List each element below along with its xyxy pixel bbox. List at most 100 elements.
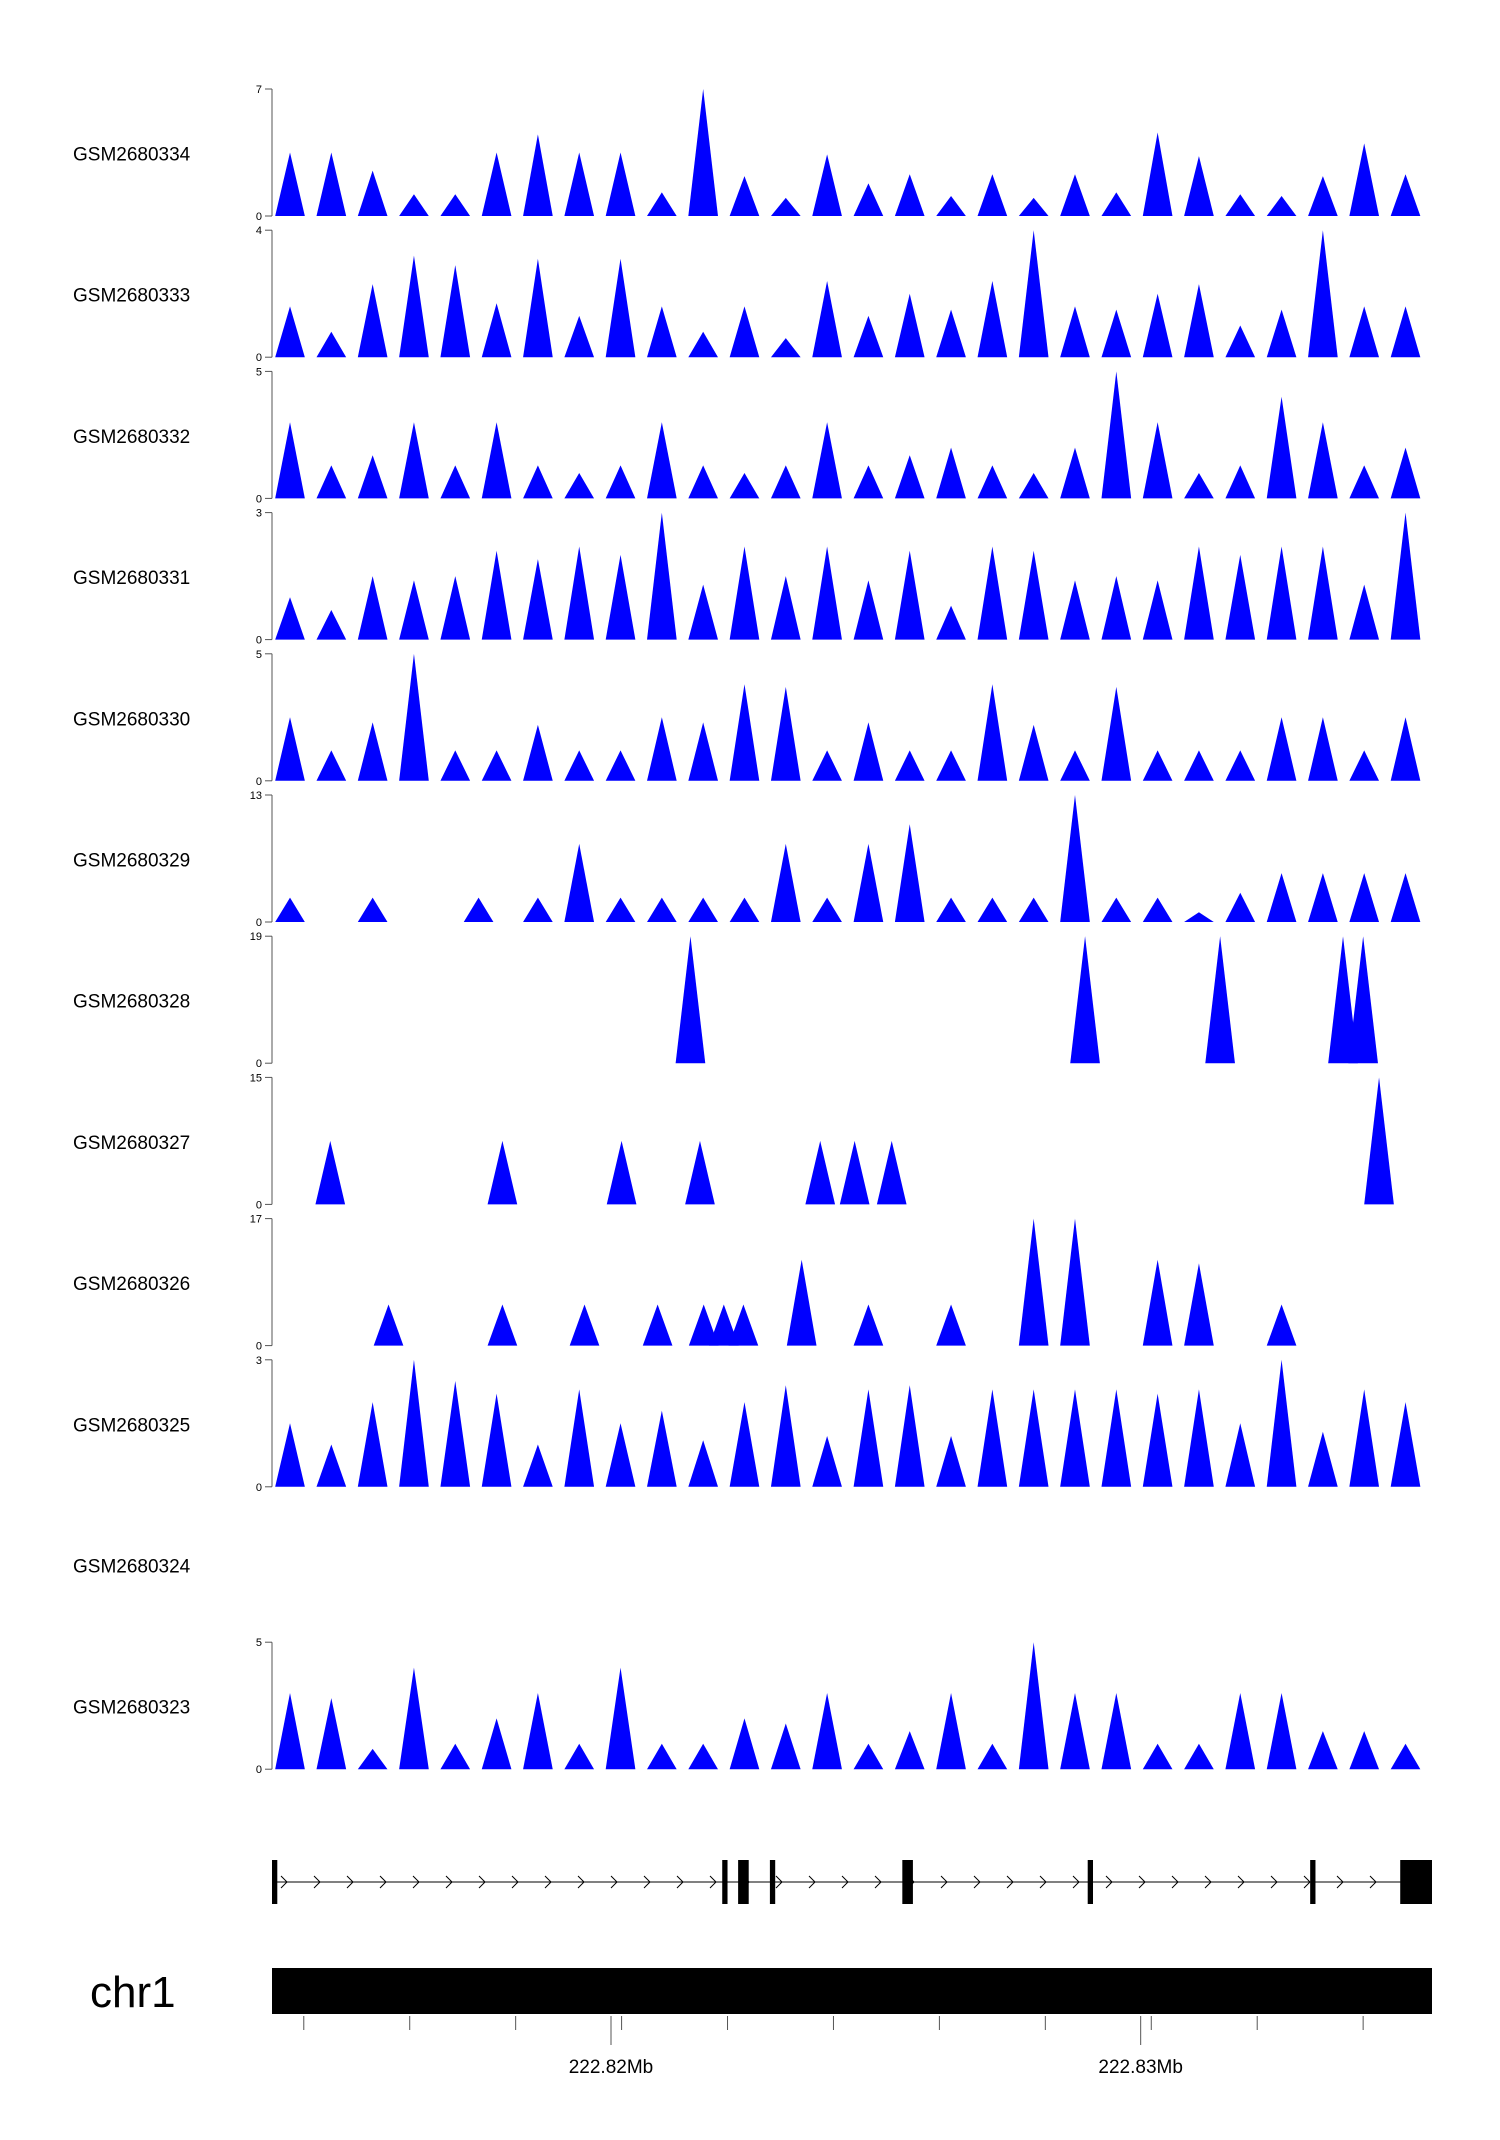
y-tick-label: 0 <box>256 1058 262 1070</box>
coverage-peak <box>1018 724 1049 781</box>
coverage-peak <box>569 1304 600 1346</box>
coverage-peak <box>770 1723 801 1770</box>
coverage-peak <box>316 1444 347 1487</box>
track-label: GSM2680333 <box>73 286 190 307</box>
coverage-peak <box>357 284 388 358</box>
coverage-peak <box>1142 1259 1173 1346</box>
strand-arrow <box>1270 1875 1278 1889</box>
coverage-peak <box>1184 473 1214 499</box>
exon <box>1310 1860 1316 1904</box>
chromosome-bar <box>272 1968 1432 2014</box>
coverage-peak <box>1225 325 1256 358</box>
coverage-peak <box>729 1402 760 1487</box>
coverage-peak <box>1060 306 1090 358</box>
coverage-peak <box>1184 912 1214 922</box>
coverage-peak <box>729 684 760 781</box>
strand-arrow <box>1006 1875 1014 1889</box>
track-GSM2680326: GSM2680326 17 0 <box>73 1214 1297 1353</box>
coverage-peak <box>647 306 677 358</box>
coverage-peak <box>1142 580 1173 640</box>
coverage-peak <box>605 750 636 781</box>
coverage-peak <box>1225 554 1256 640</box>
strand-arrow <box>445 1875 453 1889</box>
y-tick-label: 0 <box>256 493 262 505</box>
strand-arrow <box>973 1875 981 1889</box>
coverage-peak <box>399 580 429 640</box>
track-GSM2680332: GSM2680332 5 0 <box>73 366 1421 505</box>
coverage-peak <box>647 717 677 781</box>
y-tick-label: 5 <box>256 1637 262 1649</box>
y-tick-label: 3 <box>256 508 262 520</box>
coverage-peak <box>1225 1423 1256 1487</box>
coverage-peak <box>853 1389 884 1487</box>
y-tick-label: 13 <box>250 790 262 802</box>
coverage-peak <box>1018 197 1049 216</box>
coverage-peak <box>1390 1743 1421 1770</box>
y-tick-label: 4 <box>256 225 262 237</box>
coverage-peak <box>1101 309 1132 358</box>
track-GSM2680328: GSM2680328 19 0 <box>73 931 1378 1070</box>
coverage-peak <box>523 258 553 358</box>
coverage-peak <box>315 1140 346 1205</box>
strand-arrow <box>1369 1875 1377 1889</box>
coverage-peak <box>853 1304 884 1346</box>
coverage-peak <box>605 1423 636 1487</box>
track-label: GSM2680328 <box>73 992 190 1013</box>
coverage-peak <box>275 1693 305 1770</box>
coverage-peak <box>1184 1389 1214 1487</box>
coverage-peak <box>839 1140 870 1205</box>
coverage-peak <box>729 546 760 640</box>
coverage-peak <box>728 1304 759 1346</box>
strand-arrow <box>478 1875 486 1889</box>
coverage-peak <box>688 465 718 499</box>
coverage-peak <box>1070 936 1100 1064</box>
strand-arrow <box>643 1875 651 1889</box>
coverage-peak <box>357 897 388 922</box>
strand-arrow <box>841 1875 849 1889</box>
exon <box>902 1860 913 1904</box>
coverage-peak <box>1308 873 1338 922</box>
coverage-peak <box>936 605 966 640</box>
coverage-peak <box>564 315 595 358</box>
coverage-peak <box>1018 897 1049 922</box>
coverage-peak <box>729 1718 760 1770</box>
coverage-peak <box>1101 192 1132 216</box>
coverage-peak <box>316 609 347 640</box>
coverage-peak <box>647 192 677 216</box>
coverage-peak <box>1390 873 1421 922</box>
coverage-peak <box>1390 447 1421 499</box>
coverage-peak <box>977 1389 1008 1487</box>
coverage-peak <box>275 717 305 781</box>
y-tick-label: 0 <box>256 776 262 788</box>
coverage-peak <box>894 293 925 358</box>
coverage-peak <box>1101 1389 1132 1487</box>
coverage-peak <box>1266 1693 1297 1770</box>
coverage-peak <box>1266 873 1297 922</box>
coverage-peak <box>812 422 842 499</box>
coverage-peak <box>523 134 553 216</box>
coverage-peak <box>1308 717 1338 781</box>
y-tick-label: 15 <box>250 1072 262 1084</box>
coverage-peak <box>1266 396 1297 499</box>
coverage-peak <box>1364 1077 1394 1205</box>
coverage-peak <box>1349 584 1380 640</box>
coverage-peak <box>357 1402 388 1487</box>
coverage-peak <box>812 1693 842 1770</box>
coverage-peak <box>786 1259 817 1346</box>
y-tick-label: 0 <box>256 1199 262 1211</box>
strand-arrow <box>1171 1875 1179 1889</box>
coverage-peak <box>1266 309 1297 358</box>
coverage-peak <box>399 194 429 216</box>
coverage-peak <box>1225 750 1256 781</box>
coverage-peak <box>463 897 494 922</box>
coverage-peak <box>1349 465 1380 499</box>
coverage-peak <box>275 306 305 358</box>
y-tick-label: 5 <box>256 649 262 661</box>
coverage-peak <box>1390 512 1421 640</box>
track-label: GSM2680325 <box>73 1415 190 1436</box>
strand-arrow <box>808 1875 816 1889</box>
coverage-peak <box>1308 422 1338 499</box>
track-label: GSM2680330 <box>73 709 190 730</box>
coverage-peak <box>936 750 966 781</box>
coverage-peak <box>373 1304 404 1346</box>
